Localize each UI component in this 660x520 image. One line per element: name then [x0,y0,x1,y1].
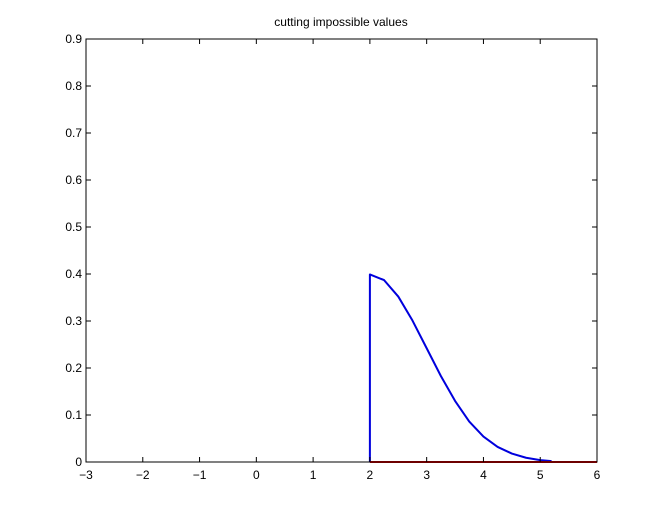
series-line-1 [368,273,552,463]
x-tick-label: 5 [537,468,544,482]
y-tick-label: 0.9 [65,32,82,46]
x-tick-label: 4 [480,468,487,482]
y-tick-label: 0.3 [65,314,82,328]
chart-title: cutting impossible values [274,15,407,29]
y-tick-label: 0.7 [65,126,82,140]
y-tick-label: 0.2 [65,361,82,375]
x-tick-label: 6 [594,468,601,482]
y-tick-label: 0.1 [65,408,82,422]
x-tick-label: −1 [193,468,207,482]
x-tick-label: 2 [367,468,374,482]
plot-area [86,273,597,463]
x-tick-label: 3 [423,468,430,482]
y-tick-label: 0 [75,455,82,469]
y-tick-label: 0.5 [65,220,82,234]
axis-ticks: −3 −2 −1 0 1 2 3 4 5 6 0 0.1 0.2 0.3 0.4 0.5 0.6 0.7 0.8 0.… [65,32,600,482]
y-tick-label: 0.6 [65,173,82,187]
x-tick-label: −3 [79,468,93,482]
y-tick-label: 0.8 [65,79,82,93]
axes-box [85,38,598,463]
x-tick-label: 0 [253,468,260,482]
x-tick-label: 1 [310,468,317,482]
x-tick-label: −2 [136,468,150,482]
y-tick-label: 0.4 [65,267,82,281]
